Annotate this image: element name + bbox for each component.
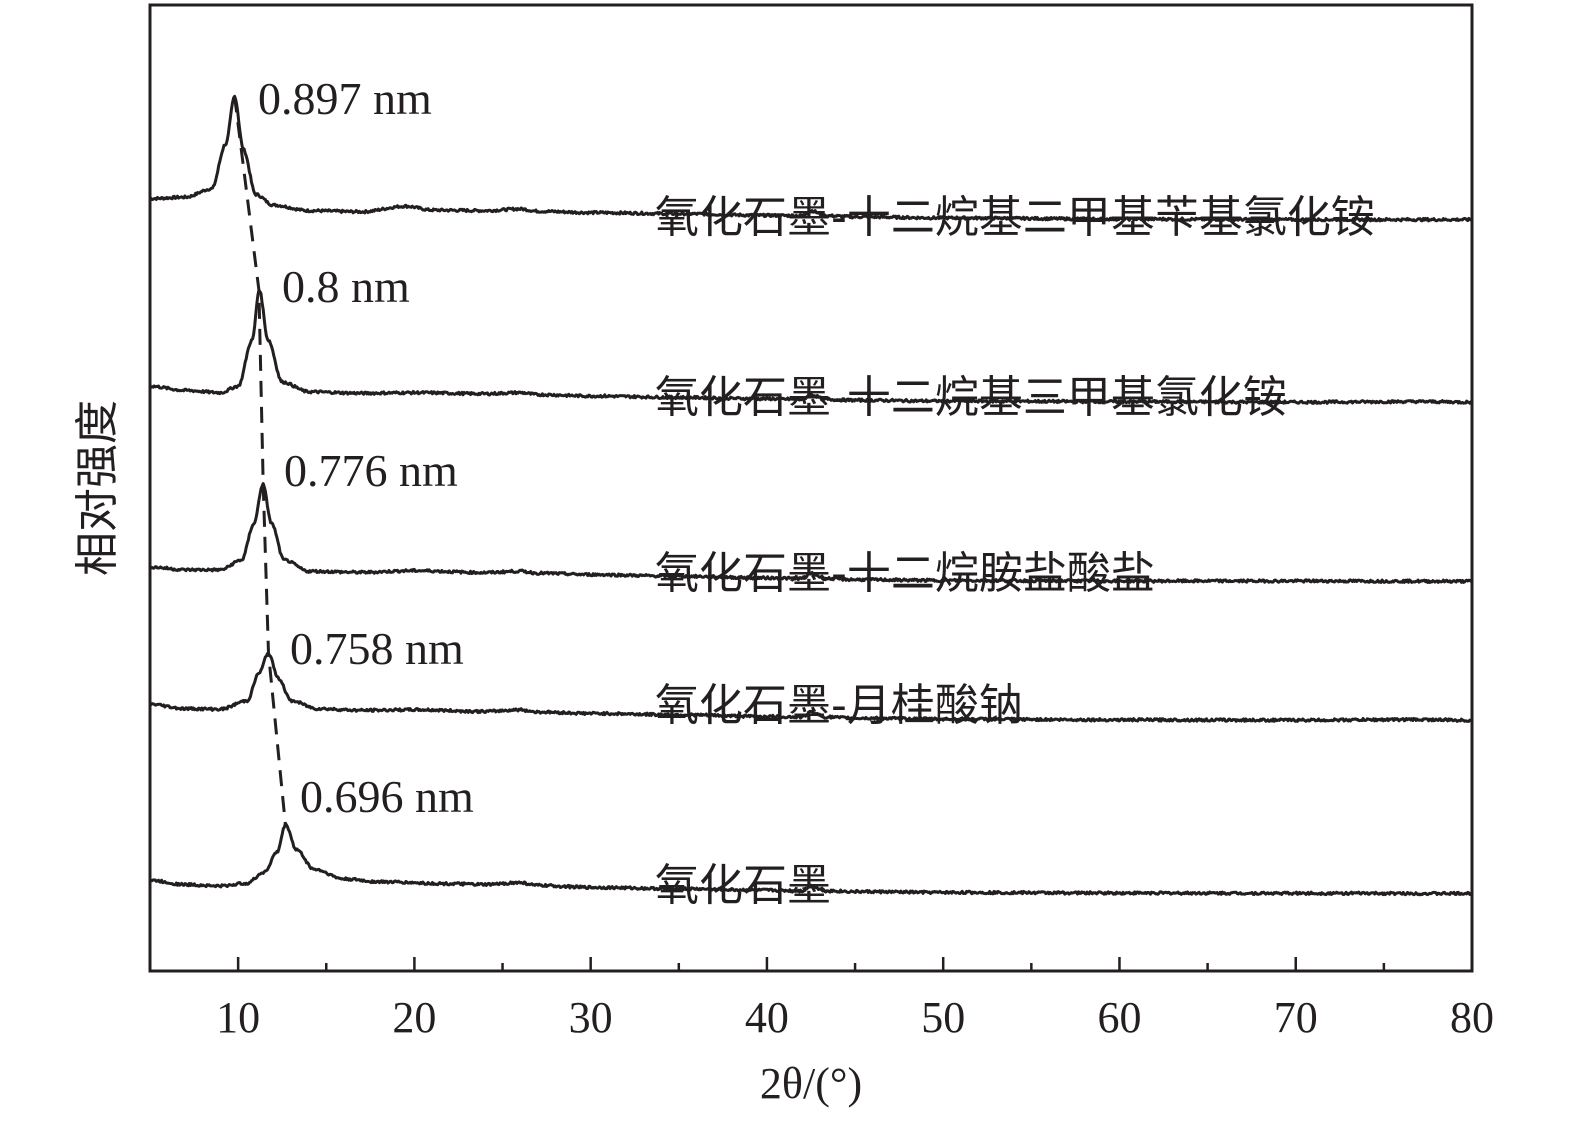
peak-shift-dashed-line [233,96,287,825]
x-tick-label: 30 [569,993,613,1042]
xrd-series-line [149,94,1473,223]
series-name-label: 氧化石墨-十二烷胺盐酸盐 [655,548,1155,599]
y-axis-title: 相对强度 [72,400,123,576]
series-traces [148,94,1474,897]
series-name-label: 氧化石墨-十二烷基二甲基苄基氯化铵 [655,192,1375,243]
x-tick-label: 80 [1450,993,1494,1042]
x-axis-ticks: 10 20 30 40 50 60 70 80 [148,957,1494,1042]
x-tick-label: 50 [921,993,965,1042]
peak-d-spacing-label: 0.8 nm [282,261,410,312]
peak-d-spacing-label: 0.758 nm [290,623,464,674]
series-labels: 氧化石墨-十二烷基二甲基苄基氯化铵 0.897 nm 氧化石墨-十二烷基三甲基氯化铵… [258,73,1375,911]
x-tick-label: 60 [1097,993,1141,1042]
series-name-label: 氧化石墨-月桂酸钠 [655,680,1023,731]
xrd-series-line [149,822,1474,897]
series-name-label: 氧化石墨-十二烷基三甲基氯化铵 [655,372,1287,423]
xrd-series-line [148,288,1473,405]
x-tick-label: 40 [745,993,789,1042]
plot-frame [148,3,1474,973]
x-tick-label: 70 [1274,993,1318,1042]
peak-d-spacing-label: 0.897 nm [258,73,432,124]
xrd-series-line [149,651,1473,723]
peak-trend-line [233,96,287,825]
x-tick-label: 10 [216,993,260,1042]
peak-d-spacing-label: 0.696 nm [300,771,474,822]
x-axis-title: 2θ/(°) [760,1059,862,1108]
xrd-series-line [148,482,1473,584]
peak-d-spacing-label: 0.776 nm [284,445,458,496]
series-name-label: 氧化石墨 [655,860,831,911]
x-tick-label: 20 [392,993,436,1042]
